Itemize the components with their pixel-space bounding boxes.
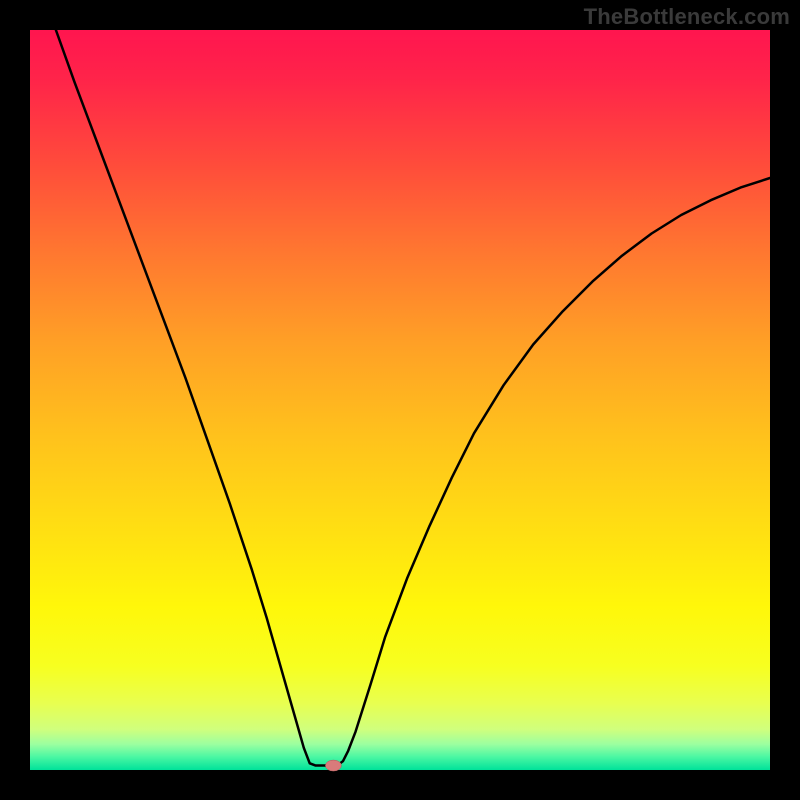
watermark-text: TheBottleneck.com xyxy=(584,4,790,30)
plot-background xyxy=(30,30,770,770)
bottleneck-chart xyxy=(0,0,800,800)
chart-container: TheBottleneck.com xyxy=(0,0,800,800)
optimum-marker xyxy=(325,760,341,771)
